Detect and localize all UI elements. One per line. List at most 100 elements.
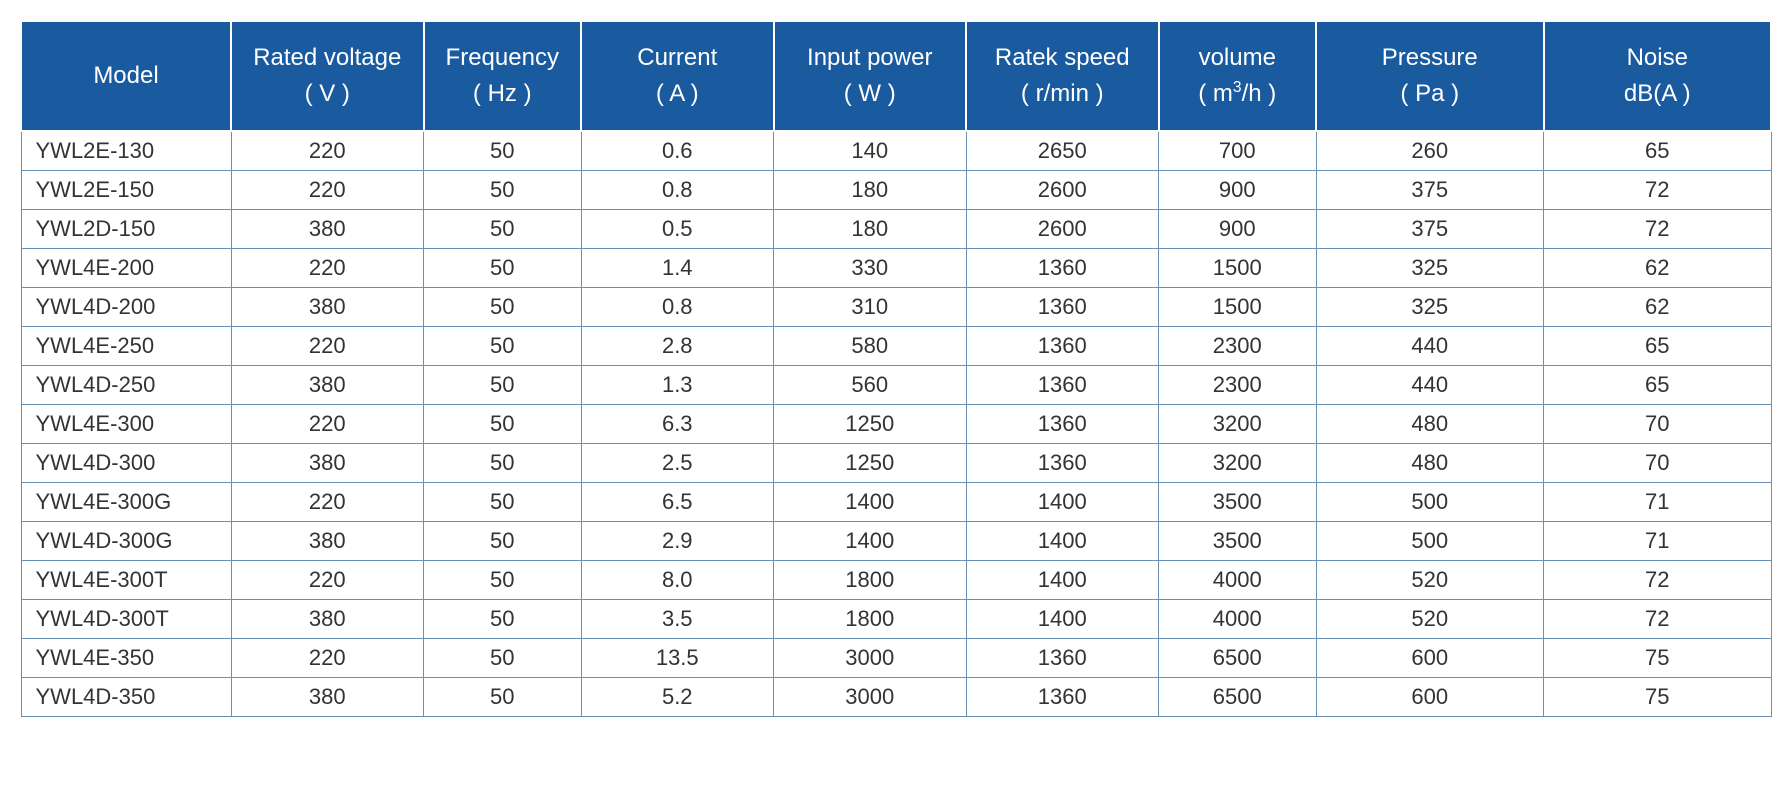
table-row: YWL4E-300220506.312501360320048070 [21, 405, 1771, 444]
table-cell: 50 [424, 210, 582, 249]
header-unit: ( W ) [844, 80, 896, 107]
table-cell: 560 [774, 366, 967, 405]
table-cell: YWL4D-250 [21, 366, 231, 405]
table-cell: 6500 [1159, 639, 1317, 678]
table-cell: YWL4E-200 [21, 249, 231, 288]
table-cell: 3000 [774, 678, 967, 717]
col-header-rated-speed: Ratek speed ( r/min ) [966, 21, 1159, 131]
table-cell: 900 [1159, 171, 1317, 210]
col-header-current: Current ( A ) [581, 21, 774, 131]
table-cell: YWL4E-350 [21, 639, 231, 678]
header-unit: dB(A ) [1624, 80, 1691, 107]
spec-table: Model Rated voltage ( V ) Frequency ( Hz… [20, 20, 1772, 717]
table-row: YWL2E-130220500.6140265070026065 [21, 131, 1771, 171]
table-cell: 70 [1544, 405, 1772, 444]
table-cell: 8.0 [581, 561, 774, 600]
col-header-frequency: Frequency ( Hz ) [424, 21, 582, 131]
table-cell: YWL4E-250 [21, 327, 231, 366]
table-row: YWL4E-3502205013.530001360650060075 [21, 639, 1771, 678]
table-cell: 1360 [966, 249, 1159, 288]
table-row: YWL4D-250380501.35601360230044065 [21, 366, 1771, 405]
table-cell: 50 [424, 327, 582, 366]
table-cell: 72 [1544, 210, 1772, 249]
table-cell: 220 [231, 327, 424, 366]
table-cell: 6500 [1159, 678, 1317, 717]
table-cell: 13.5 [581, 639, 774, 678]
table-cell: 0.8 [581, 288, 774, 327]
col-header-input-power: Input power ( W ) [774, 21, 967, 131]
header-label: Input power [807, 44, 932, 71]
table-cell: 72 [1544, 600, 1772, 639]
col-header-pressure: Pressure ( Pa ) [1316, 21, 1544, 131]
table-cell: 380 [231, 522, 424, 561]
table-cell: 380 [231, 678, 424, 717]
table-cell: 3000 [774, 639, 967, 678]
table-cell: YWL4E-300T [21, 561, 231, 600]
table-cell: 50 [424, 405, 582, 444]
table-cell: 6.3 [581, 405, 774, 444]
table-cell: 1500 [1159, 288, 1317, 327]
table-cell: 500 [1316, 522, 1544, 561]
table-cell: 1250 [774, 444, 967, 483]
table-cell: 380 [231, 366, 424, 405]
table-row: YWL4D-350380505.230001360650060075 [21, 678, 1771, 717]
table-cell: 1.4 [581, 249, 774, 288]
table-cell: 0.6 [581, 131, 774, 171]
header-label: volume [1199, 44, 1276, 71]
table-cell: YWL2E-130 [21, 131, 231, 171]
table-cell: 75 [1544, 639, 1772, 678]
table-cell: 310 [774, 288, 967, 327]
table-cell: 62 [1544, 288, 1772, 327]
table-cell: 3200 [1159, 444, 1317, 483]
table-cell: 6.5 [581, 483, 774, 522]
table-cell: 75 [1544, 678, 1772, 717]
table-cell: YWL4D-300 [21, 444, 231, 483]
table-cell: 65 [1544, 327, 1772, 366]
table-cell: 2.9 [581, 522, 774, 561]
table-cell: YWL4D-300T [21, 600, 231, 639]
header-label: Current [637, 44, 717, 71]
table-cell: 1400 [966, 600, 1159, 639]
table-cell: 480 [1316, 405, 1544, 444]
table-cell: 2600 [966, 210, 1159, 249]
table-cell: 0.5 [581, 210, 774, 249]
table-cell: 1360 [966, 288, 1159, 327]
table-cell: 72 [1544, 171, 1772, 210]
table-cell: 3500 [1159, 483, 1317, 522]
table-cell: 71 [1544, 522, 1772, 561]
header-label: Frequency [446, 44, 559, 71]
header-row: Model Rated voltage ( V ) Frequency ( Hz… [21, 21, 1771, 131]
table-cell: 5.2 [581, 678, 774, 717]
table-cell: 50 [424, 366, 582, 405]
table-cell: 2650 [966, 131, 1159, 171]
table-row: YWL4D-300380502.512501360320048070 [21, 444, 1771, 483]
table-row: YWL4E-200220501.43301360150032562 [21, 249, 1771, 288]
table-cell: 1400 [774, 522, 967, 561]
table-cell: 50 [424, 600, 582, 639]
header-label: Pressure [1382, 44, 1478, 71]
table-cell: 330 [774, 249, 967, 288]
table-cell: 1400 [774, 483, 967, 522]
table-cell: 50 [424, 561, 582, 600]
col-header-model: Model [21, 21, 231, 131]
table-cell: 180 [774, 210, 967, 249]
header-unit: ( Hz ) [473, 80, 532, 107]
table-cell: YWL4D-350 [21, 678, 231, 717]
table-cell: 72 [1544, 561, 1772, 600]
header-unit: ( Pa ) [1400, 80, 1459, 107]
table-cell: 50 [424, 171, 582, 210]
table-cell: 600 [1316, 639, 1544, 678]
table-row: YWL4D-200380500.83101360150032562 [21, 288, 1771, 327]
table-cell: 700 [1159, 131, 1317, 171]
table-cell: 180 [774, 171, 967, 210]
table-cell: 70 [1544, 444, 1772, 483]
table-cell: 3200 [1159, 405, 1317, 444]
table-cell: 140 [774, 131, 967, 171]
table-cell: 500 [1316, 483, 1544, 522]
table-cell: 900 [1159, 210, 1317, 249]
table-cell: 2600 [966, 171, 1159, 210]
table-cell: 1360 [966, 366, 1159, 405]
table-cell: 260 [1316, 131, 1544, 171]
col-header-voltage: Rated voltage ( V ) [231, 21, 424, 131]
table-cell: 1500 [1159, 249, 1317, 288]
